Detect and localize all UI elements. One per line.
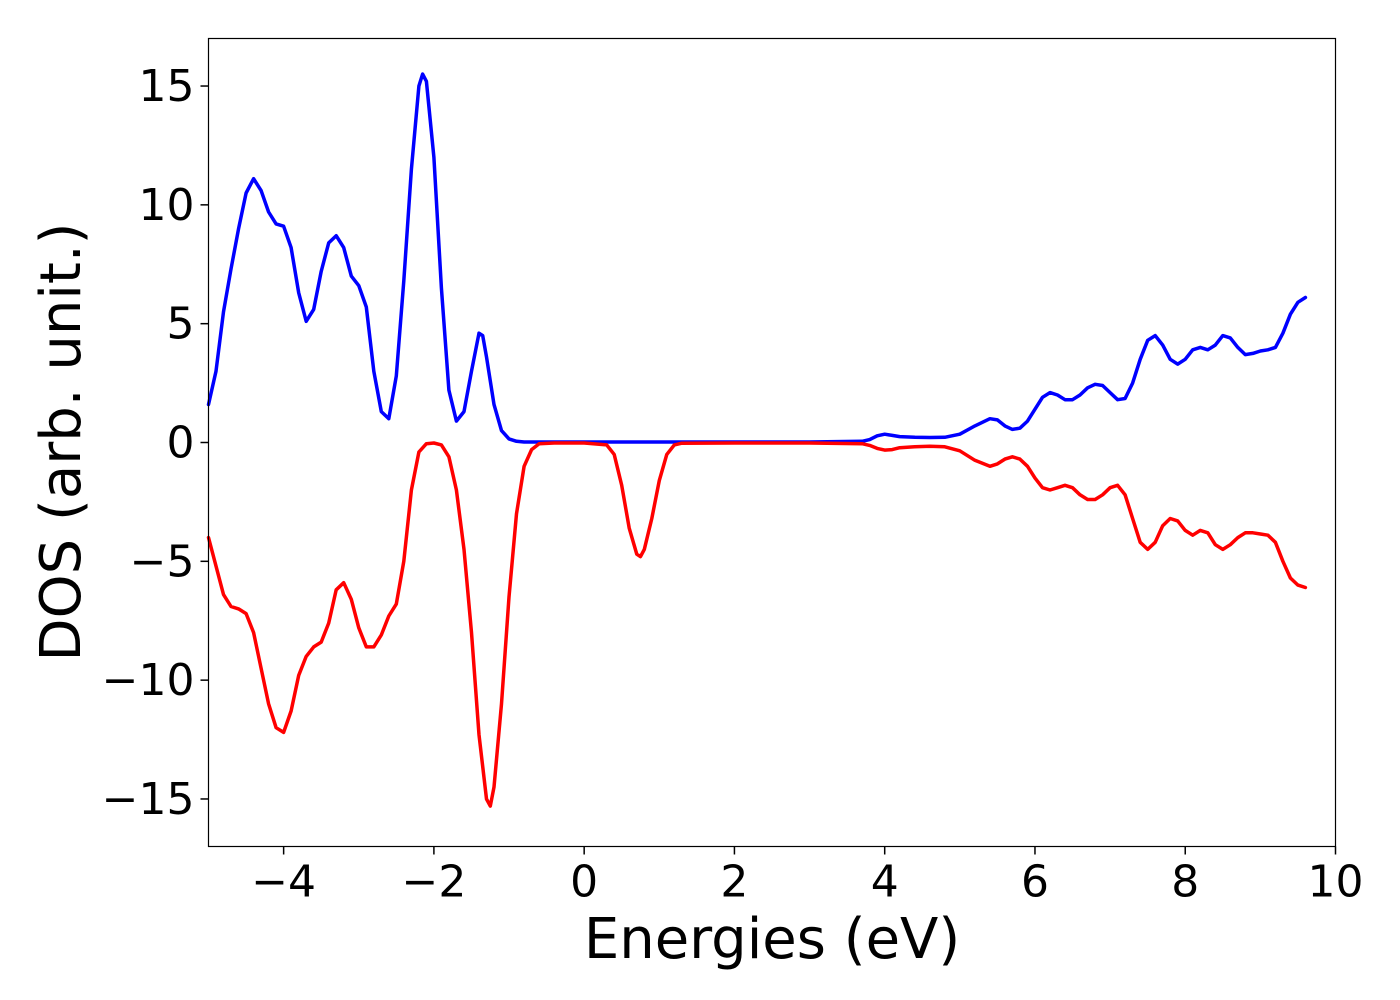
y-axis-label: DOS (arb. unit.) — [29, 222, 94, 661]
x-tick-label: −4 — [251, 857, 316, 908]
y-tick-label: 5 — [167, 299, 195, 350]
x-axis-label: Energies (eV) — [584, 907, 960, 972]
x-tick-label: −2 — [401, 857, 466, 908]
y-tick-label: 10 — [139, 180, 195, 231]
x-tick-label: 8 — [1171, 857, 1199, 908]
x-tick-label: 4 — [871, 857, 899, 908]
series-1-line — [206, 441, 1308, 808]
y-tick-label: −15 — [102, 774, 195, 825]
series-0-line — [206, 72, 1308, 444]
x-tick-label: 2 — [720, 857, 748, 908]
plot-area — [206, 72, 1308, 808]
x-tick-label: 6 — [1021, 857, 1049, 908]
y-tick-label: −5 — [130, 536, 195, 587]
x-axis: −4 −2 0 2 4 6 8 10 — [251, 846, 1364, 908]
y-tick-label: 15 — [139, 61, 195, 112]
x-tick-label: 10 — [1308, 857, 1364, 908]
x-tick-label: 0 — [570, 857, 598, 908]
y-tick-label: 0 — [167, 418, 195, 469]
y-axis: −15 −10 −5 0 5 10 15 — [102, 61, 209, 825]
y-tick-label: −10 — [102, 655, 195, 706]
